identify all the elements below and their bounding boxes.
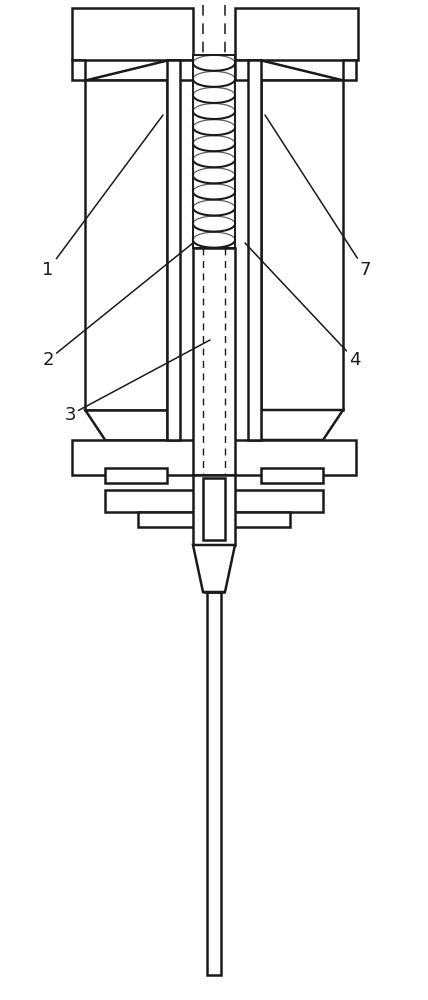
- Polygon shape: [105, 468, 167, 483]
- Polygon shape: [72, 8, 193, 60]
- Polygon shape: [138, 512, 290, 527]
- Polygon shape: [167, 60, 180, 440]
- Polygon shape: [248, 60, 261, 440]
- Polygon shape: [203, 478, 225, 540]
- Polygon shape: [85, 60, 193, 80]
- Polygon shape: [261, 468, 323, 483]
- Polygon shape: [228, 440, 356, 475]
- Text: 7: 7: [265, 115, 371, 279]
- Polygon shape: [193, 475, 235, 545]
- Text: 2: 2: [42, 243, 193, 369]
- Polygon shape: [193, 545, 235, 592]
- Polygon shape: [105, 490, 323, 512]
- Polygon shape: [235, 60, 343, 80]
- Polygon shape: [207, 592, 221, 975]
- Polygon shape: [193, 55, 235, 248]
- Text: 4: 4: [245, 243, 361, 369]
- Polygon shape: [72, 440, 200, 475]
- Polygon shape: [261, 410, 343, 440]
- Polygon shape: [343, 60, 356, 80]
- Polygon shape: [193, 248, 235, 475]
- Text: 1: 1: [42, 115, 163, 279]
- Polygon shape: [72, 60, 85, 80]
- Polygon shape: [261, 80, 343, 410]
- Polygon shape: [85, 80, 167, 410]
- Polygon shape: [85, 410, 167, 440]
- Polygon shape: [235, 8, 358, 60]
- Text: 3: 3: [64, 340, 210, 424]
